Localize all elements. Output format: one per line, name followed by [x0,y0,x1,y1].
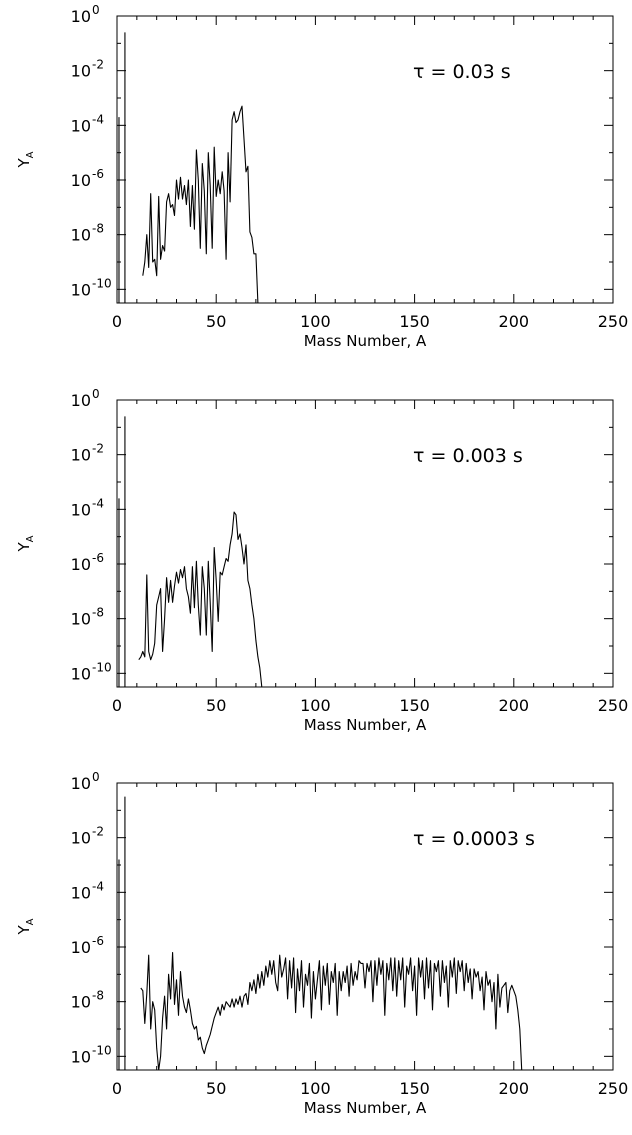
y-tick-label: 10-8 [71,222,104,245]
y-tick-label: 10-10 [71,276,112,299]
y-tick-exponent: -10 [92,1043,112,1057]
y-tick-base: 10 [71,62,91,81]
y-tick-exponent: -2 [92,825,104,839]
y-tick-exponent: 0 [92,387,100,401]
x-axis-label: Mass Number, A [304,716,427,734]
x-tick-label: 250 [598,696,629,715]
y-tick-base: 10 [71,1047,91,1066]
y-tick-exponent: -8 [92,606,104,620]
x-tick-label: 0 [112,1079,122,1098]
y-tick-label: 10-2 [71,825,104,848]
y-tick-label: 10-8 [71,606,104,629]
abundance-curve [140,951,523,1070]
x-tick-label: 150 [399,696,430,715]
x-tick-label: 50 [206,312,226,331]
x-tick-label: 0 [112,696,122,715]
y-tick-base: 10 [71,938,91,957]
plot-frame [116,15,614,304]
y-tick-exponent: 0 [92,770,100,784]
y-tick-base: 10 [71,226,91,245]
x-tick-label: 50 [206,696,226,715]
y-tick-label: 10-2 [71,58,104,81]
y-tick-base: 10 [71,610,91,629]
plot-frame [116,782,614,1071]
x-tick-label: 200 [499,312,530,331]
x-axis-label: Mass Number, A [304,332,427,350]
y-tick-exponent: -8 [92,222,104,236]
y-tick-label: 10-6 [71,167,104,190]
y-tick-base: 10 [71,774,91,793]
chart-panel-1: 0 50 100 150 200 25010010-210-410-610-810-10M… [15,3,628,350]
y-tick-label: 10-8 [71,989,104,1012]
y-tick-label: 10-6 [71,551,104,574]
y-tick-label: 10-10 [71,660,112,683]
x-axis-label: Mass Number, A [304,1099,427,1117]
y-axis-label-sub: A [25,535,36,542]
y-tick-exponent: -2 [92,442,104,456]
tau-annotation: τ = 0.003 s [413,445,523,467]
y-tick-exponent: -6 [92,167,104,181]
y-tick-exponent: -8 [92,989,104,1003]
y-axis-label: YA [15,535,36,552]
x-tick-label: 150 [399,1079,430,1098]
x-tick-label: 200 [499,1079,530,1098]
y-tick-base: 10 [71,116,91,135]
x-tick-label: 100 [300,1079,331,1098]
y-tick-exponent: -6 [92,934,104,948]
y-axis-label-main: Y [15,925,33,936]
y-tick-exponent: -4 [92,112,104,126]
y-tick-exponent: -6 [92,551,104,565]
y-tick-label: 10-6 [71,934,104,957]
y-tick-base: 10 [71,446,91,465]
tau-annotation: τ = 0.0003 s [413,828,535,850]
y-tick-exponent: -10 [92,660,112,674]
y-tick-label: 10-4 [71,112,104,135]
tau-annotation: τ = 0.03 s [413,61,511,83]
x-tick-label: 50 [206,1079,226,1098]
x-tick-label: 200 [499,696,530,715]
y-tick-exponent: -4 [92,879,104,893]
y-axis-label-main: Y [15,542,33,553]
y-tick-exponent: 0 [92,3,100,17]
y-tick-exponent: -10 [92,276,112,290]
y-tick-base: 10 [71,993,91,1012]
chart-panel-2: 0 50 100 150 200 25010010-210-410-610-810-10M… [15,387,628,734]
y-axis-label-sub: A [25,918,36,925]
y-tick-base: 10 [71,7,91,26]
y-tick-label: 100 [71,770,100,793]
y-tick-base: 10 [71,883,91,902]
y-tick-label: 10-4 [71,496,104,519]
y-tick-label: 10-4 [71,879,104,902]
y-tick-base: 10 [71,664,91,683]
y-tick-base: 10 [71,829,91,848]
x-tick-label: 250 [598,1079,629,1098]
chart-panel-3: 0 50 100 150 200 25010010-210-410-610-810-10M… [15,770,628,1117]
y-tick-label: 10-10 [71,1043,112,1066]
y-axis-label-sub: A [25,151,36,158]
y-tick-exponent: -4 [92,496,104,510]
y-tick-base: 10 [71,500,91,519]
x-tick-label: 100 [300,696,331,715]
y-tick-base: 10 [71,555,91,574]
abundance-curve [142,105,259,303]
y-tick-label: 100 [71,3,100,26]
x-tick-label: 150 [399,312,430,331]
plot-frame [116,399,614,688]
x-tick-label: 100 [300,312,331,331]
y-tick-base: 10 [71,171,91,190]
abundance-curve [138,511,263,687]
y-axis-label: YA [15,918,36,935]
y-axis-label: YA [15,151,36,168]
y-tick-label: 100 [71,387,100,410]
y-axis-label-main: Y [15,158,33,169]
y-tick-base: 10 [71,391,91,410]
x-tick-label: 250 [598,312,629,331]
y-tick-base: 10 [71,280,91,299]
y-tick-label: 10-2 [71,442,104,465]
x-tick-label: 0 [112,312,122,331]
y-tick-exponent: -2 [92,58,104,72]
